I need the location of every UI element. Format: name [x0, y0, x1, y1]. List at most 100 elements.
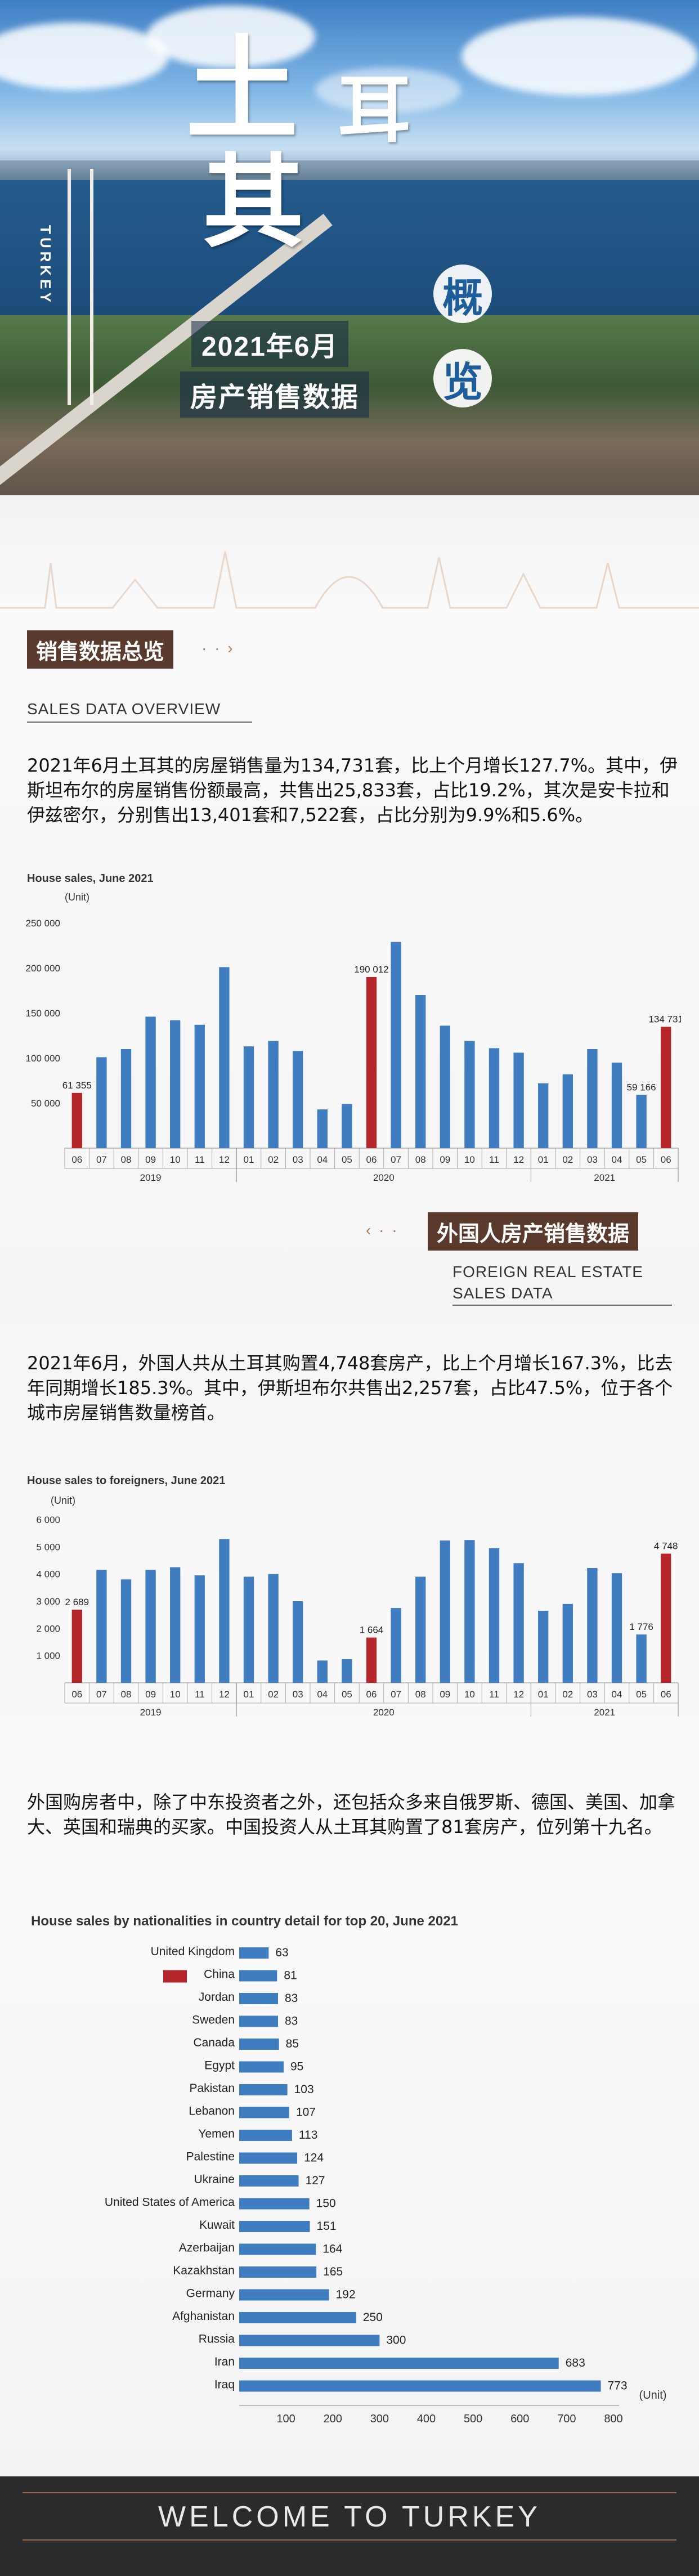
category-label: Kuwait	[199, 2219, 235, 2232]
bar	[587, 1568, 598, 1683]
china-flag-icon	[163, 1970, 187, 1983]
bar	[342, 1104, 352, 1148]
bar	[391, 1608, 401, 1683]
bar	[120, 1049, 132, 1148]
x-tick-label: 06	[366, 1154, 377, 1165]
value-label: 300	[386, 2334, 406, 2347]
x-tick-label: 400	[417, 2413, 436, 2425]
x-tick-label: 07	[391, 1154, 401, 1165]
y-tick-label: 100 000	[26, 1053, 60, 1064]
cloud-decoration	[0, 23, 169, 90]
title-char-qi: 其	[203, 143, 304, 262]
x-tick-label: 11	[489, 1689, 499, 1700]
bar	[489, 1048, 500, 1148]
value-label: 124	[304, 2152, 324, 2165]
category-label: Kazakhstan	[173, 2264, 235, 2277]
bar	[239, 2039, 279, 2050]
bar	[293, 1051, 303, 1148]
category-label: Iran	[214, 2355, 235, 2368]
value-label: 83	[285, 2015, 298, 2028]
bar	[71, 1610, 82, 1683]
x-tick-label: 07	[391, 1689, 401, 1700]
category-label: United Kingdom	[151, 1945, 235, 1958]
year-label: 2020	[373, 1707, 395, 1718]
bar	[342, 1659, 352, 1683]
value-label: 63	[275, 1946, 288, 1959]
value-label: 85	[286, 2037, 299, 2050]
y-tick-label: 5 000	[36, 1542, 60, 1552]
x-tick-label: 06	[71, 1689, 82, 1700]
bar	[239, 2289, 329, 2301]
value-label: 165	[323, 2265, 343, 2278]
bar	[538, 1083, 549, 1148]
value-label: 127	[306, 2174, 325, 2187]
lan-circle: 览	[433, 349, 492, 407]
chart2-foreign-sales: 1 000 2 000 3 000 4 000 5 000 6 000 2 689 06 07 0…	[36, 1515, 679, 1718]
x-tick-label: 03	[587, 1154, 598, 1165]
bar	[145, 1570, 156, 1683]
section-title-foreign-sales: 外国人房产销售数据	[428, 1212, 639, 1251]
dot-arrow-icon: · · ›	[201, 639, 235, 657]
title-char-er: 耳	[338, 66, 411, 153]
x-tick-label: 10	[170, 1154, 181, 1165]
data-label: 134 731	[648, 1014, 681, 1024]
x-tick-label: 04	[317, 1689, 328, 1700]
bar	[562, 1074, 573, 1148]
value-label: 192	[336, 2288, 356, 2301]
x-tick-label: 09	[440, 1154, 450, 1165]
banner-subtitle: 房产销售数据	[180, 371, 370, 418]
value-label: 113	[299, 2129, 317, 2142]
bar	[611, 1573, 622, 1683]
bar	[464, 1540, 475, 1683]
divider	[452, 1305, 672, 1306]
category-label: Egypt	[204, 2059, 235, 2072]
value-label: 151	[317, 2220, 337, 2233]
x-tick-label: 11	[489, 1154, 499, 1165]
bar	[239, 2061, 284, 2073]
bar	[293, 1601, 303, 1683]
chart3-title: House sales by nationalities in country …	[31, 1914, 458, 1929]
section-subtitle-line2: SALES DATA	[452, 1284, 553, 1302]
dot-arrow-icon: ‹ · ·	[366, 1221, 399, 1239]
data-label: 1 664	[360, 1625, 384, 1636]
category-label: Pakistan	[189, 2082, 235, 2095]
x-tick-label: 07	[96, 1154, 107, 1165]
category-label: Canada	[193, 2036, 235, 2049]
x-tick-label: 10	[464, 1154, 475, 1165]
divider	[27, 722, 252, 723]
x-tick-label: 200	[324, 2413, 342, 2425]
y-tick-label: 2 000	[36, 1623, 60, 1634]
chart2-title: House sales to foreigners, June 2021	[27, 1475, 226, 1487]
bar	[239, 2107, 289, 2118]
cloud-decoration	[146, 6, 315, 68]
y-tick-label: 200 000	[26, 963, 60, 974]
year-label: 2019	[140, 1707, 162, 1718]
x-tick-label: 12	[513, 1154, 524, 1165]
chart1-unit: (Unit)	[65, 891, 89, 903]
gai-circle: 概	[433, 265, 492, 323]
value-label: 773	[608, 2380, 628, 2393]
bridge-tower	[90, 169, 93, 405]
category-label: Azerbaijan	[179, 2242, 235, 2255]
bar	[71, 1092, 82, 1148]
content-area	[0, 495, 699, 2476]
bar	[239, 2198, 310, 2210]
bar	[239, 2266, 317, 2278]
category-label: Afghanistan	[172, 2310, 235, 2323]
y-tick-label: 6 000	[36, 1515, 60, 1525]
footer-rule	[23, 2492, 676, 2493]
x-tick-label: 08	[121, 1154, 132, 1165]
x-tick-label: 04	[317, 1154, 328, 1165]
x-tick-label: 04	[612, 1154, 622, 1165]
x-tick-label: 800	[604, 2413, 622, 2425]
chart3-nationalities: United Kingdom 63 China 81 Jordan 83 Sweden 83 C…	[105, 1945, 667, 2425]
bar	[239, 2380, 601, 2392]
value-label: 81	[284, 1969, 297, 1982]
cloud-decoration	[315, 68, 461, 113]
category-label: Lebanon	[189, 2105, 235, 2118]
sales-overview-paragraph: 2021年6月土耳其的房屋销售量为134,731套，比上个月增长127.7%。其…	[27, 755, 678, 826]
year-label: 2020	[373, 1172, 395, 1183]
x-tick-label: 08	[415, 1689, 426, 1700]
y-tick-label: 50 000	[31, 1098, 60, 1109]
bar	[366, 976, 377, 1148]
